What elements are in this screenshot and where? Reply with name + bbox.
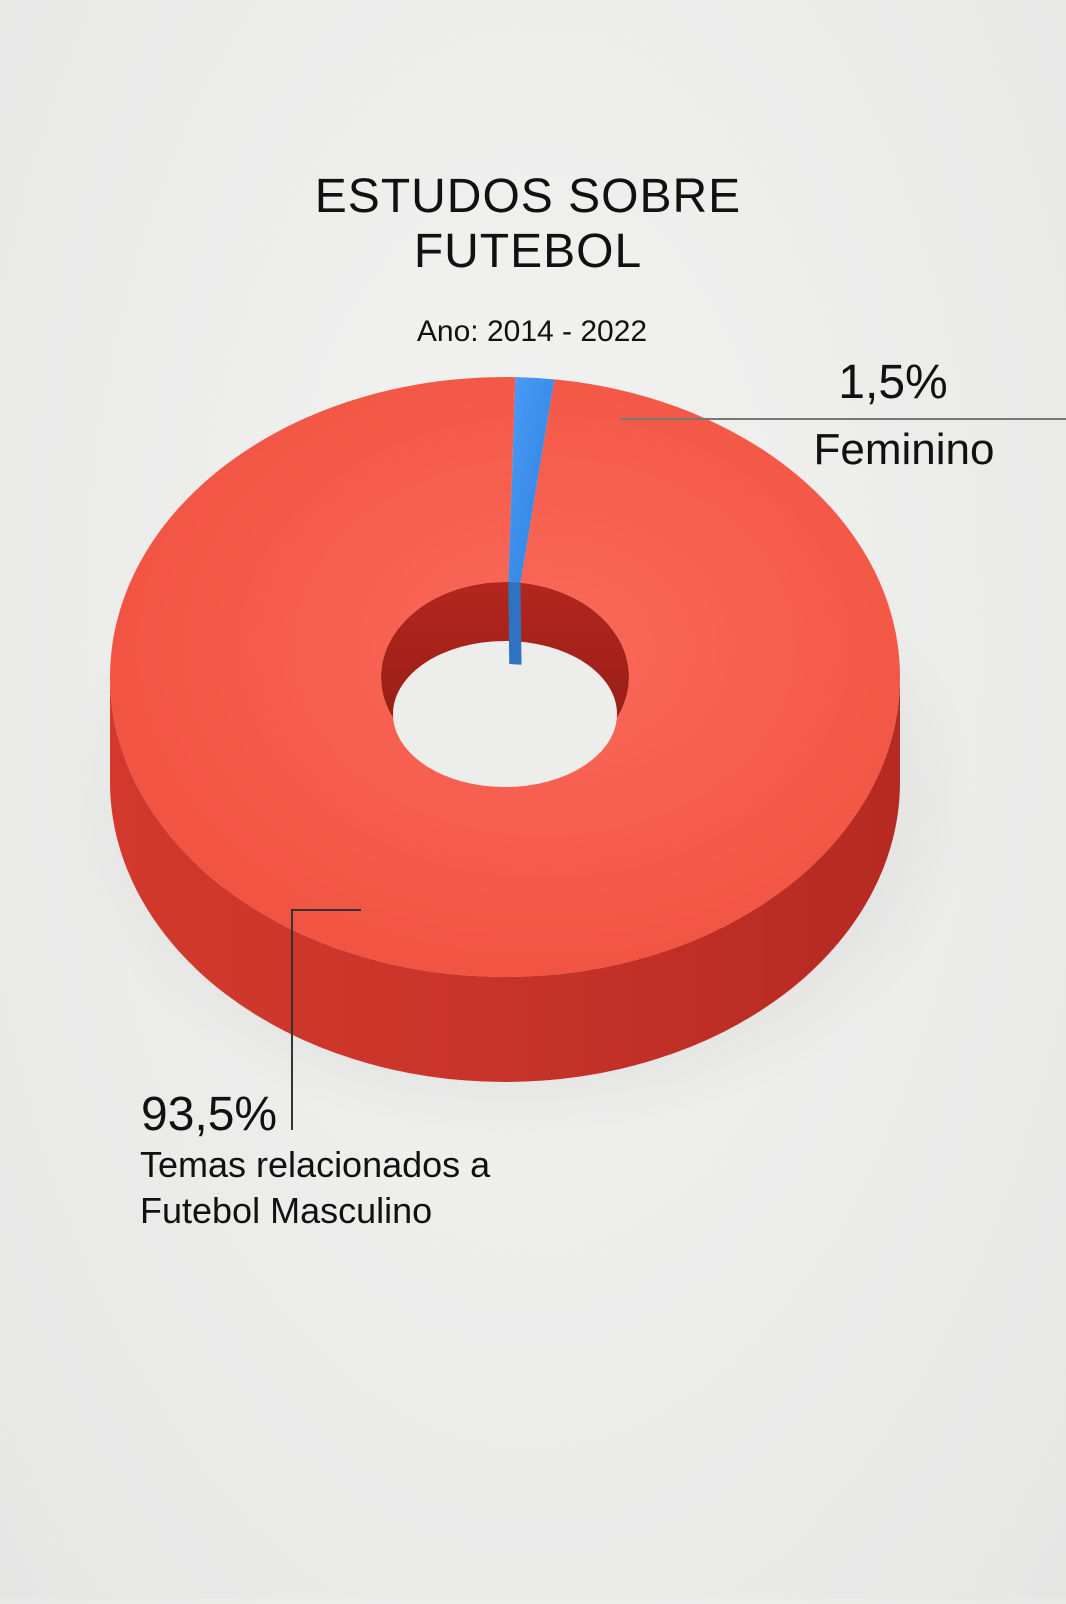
- slice-2-top: [110, 376, 901, 977]
- chart-title-line: ESTUDOS SOBRE: [315, 170, 741, 223]
- chart-body: [65, 376, 975, 1142]
- slice-1-top: [508, 377, 555, 583]
- feminino-category-label: Feminino: [814, 425, 995, 474]
- feminino-value-label: 1,5%: [838, 356, 947, 409]
- masculino-category-label: Temas relacionados a: [140, 1144, 491, 1185]
- chart-subtitle: Ano: 2014 - 2022: [417, 315, 647, 348]
- donut-outer-side: [110, 677, 900, 1082]
- masculino-category-label: Futebol Masculino: [140, 1190, 432, 1231]
- masculino-leader-line: [291, 909, 361, 1130]
- chart-title: ESTUDOS SOBRE FUTEBOL: [315, 170, 741, 278]
- chart-title-line: FUTEBOL: [414, 225, 642, 278]
- donut-hole: [393, 641, 617, 787]
- slice-labels: 1,5% Feminino 93,5%Temas relacionados a Fut…: [140, 356, 1066, 1231]
- slice-1-inner-wall: [508, 582, 522, 665]
- masculino-value-label: 93,5%: [141, 1088, 277, 1141]
